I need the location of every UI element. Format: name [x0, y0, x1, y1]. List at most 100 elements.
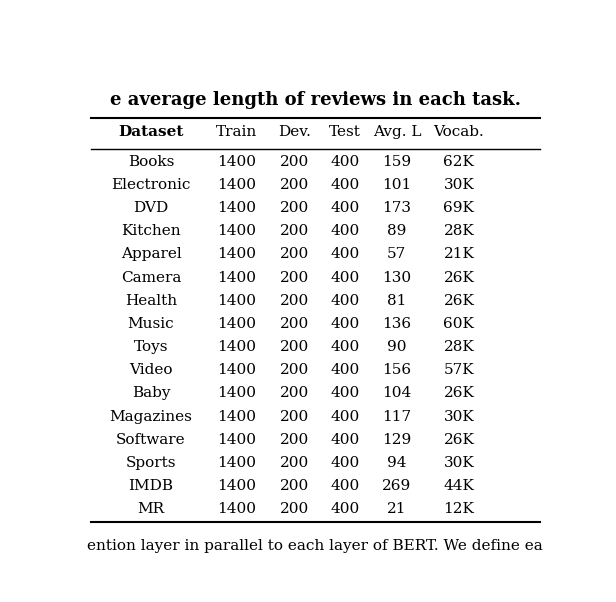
Text: 200: 200 [280, 155, 309, 169]
Text: 101: 101 [383, 178, 411, 192]
Text: 156: 156 [383, 363, 411, 377]
Text: 200: 200 [280, 386, 309, 400]
Text: 1400: 1400 [217, 502, 256, 517]
Text: 130: 130 [383, 270, 411, 285]
Text: IMDB: IMDB [129, 479, 174, 493]
Text: 90: 90 [387, 340, 407, 354]
Text: Software: Software [116, 433, 186, 447]
Text: 400: 400 [331, 386, 360, 400]
Text: Kitchen: Kitchen [121, 224, 181, 238]
Text: 62K: 62K [444, 155, 474, 169]
Text: 28K: 28K [444, 224, 474, 238]
Text: Vocab.: Vocab. [434, 125, 484, 139]
Text: 26K: 26K [444, 433, 474, 447]
Text: Video: Video [129, 363, 172, 377]
Text: 1400: 1400 [217, 433, 256, 447]
Text: 12K: 12K [444, 502, 474, 517]
Text: 1400: 1400 [217, 178, 256, 192]
Text: 26K: 26K [444, 270, 474, 285]
Text: 200: 200 [280, 456, 309, 470]
Text: 200: 200 [280, 247, 309, 261]
Text: 400: 400 [331, 317, 360, 331]
Text: 400: 400 [331, 456, 360, 470]
Text: 60K: 60K [444, 317, 474, 331]
Text: 1400: 1400 [217, 201, 256, 215]
Text: 1400: 1400 [217, 386, 256, 400]
Text: DVD: DVD [134, 201, 169, 215]
Text: 89: 89 [387, 224, 407, 238]
Text: 200: 200 [280, 363, 309, 377]
Text: 400: 400 [331, 247, 360, 261]
Text: 26K: 26K [444, 294, 474, 308]
Text: 200: 200 [280, 201, 309, 215]
Text: 400: 400 [331, 201, 360, 215]
Text: 30K: 30K [444, 456, 474, 470]
Text: 117: 117 [383, 409, 411, 424]
Text: 200: 200 [280, 270, 309, 285]
Text: MR: MR [137, 502, 164, 517]
Text: 104: 104 [383, 386, 411, 400]
Text: 1400: 1400 [217, 363, 256, 377]
Text: Sports: Sports [126, 456, 176, 470]
Text: e average length of reviews in each task.: e average length of reviews in each task… [110, 91, 521, 109]
Text: 269: 269 [383, 479, 411, 493]
Text: Books: Books [128, 155, 174, 169]
Text: 400: 400 [331, 433, 360, 447]
Text: 1400: 1400 [217, 224, 256, 238]
Text: 400: 400 [331, 409, 360, 424]
Text: Dataset: Dataset [118, 125, 184, 139]
Text: 400: 400 [331, 294, 360, 308]
Text: 200: 200 [280, 479, 309, 493]
Text: 129: 129 [383, 433, 411, 447]
Text: 200: 200 [280, 317, 309, 331]
Text: 69K: 69K [444, 201, 474, 215]
Text: 200: 200 [280, 433, 309, 447]
Text: 200: 200 [280, 409, 309, 424]
Text: 44K: 44K [444, 479, 474, 493]
Text: Electronic: Electronic [111, 178, 191, 192]
Text: 21K: 21K [444, 247, 474, 261]
Text: 1400: 1400 [217, 409, 256, 424]
Text: 28K: 28K [444, 340, 474, 354]
Text: 200: 200 [280, 224, 309, 238]
Text: Toys: Toys [134, 340, 168, 354]
Text: 21: 21 [387, 502, 407, 517]
Text: 400: 400 [331, 502, 360, 517]
Text: Baby: Baby [132, 386, 170, 400]
Text: Magazines: Magazines [110, 409, 192, 424]
Text: Camera: Camera [121, 270, 181, 285]
Text: Music: Music [128, 317, 174, 331]
Text: Health: Health [125, 294, 177, 308]
Text: 400: 400 [331, 340, 360, 354]
Text: 1400: 1400 [217, 317, 256, 331]
Text: 200: 200 [280, 294, 309, 308]
Text: 81: 81 [387, 294, 407, 308]
Text: 400: 400 [331, 270, 360, 285]
Text: 30K: 30K [444, 409, 474, 424]
Text: 26K: 26K [444, 386, 474, 400]
Text: 200: 200 [280, 502, 309, 517]
Text: 1400: 1400 [217, 456, 256, 470]
Text: 1400: 1400 [217, 340, 256, 354]
Text: 400: 400 [331, 479, 360, 493]
Text: 400: 400 [331, 224, 360, 238]
Text: 1400: 1400 [217, 155, 256, 169]
Text: Avg. L: Avg. L [373, 125, 421, 139]
Text: 1400: 1400 [217, 270, 256, 285]
Text: 400: 400 [331, 363, 360, 377]
Text: 1400: 1400 [217, 294, 256, 308]
Text: 57: 57 [387, 247, 407, 261]
Text: Train: Train [216, 125, 257, 139]
Text: 173: 173 [383, 201, 411, 215]
Text: 1400: 1400 [217, 247, 256, 261]
Text: 200: 200 [280, 178, 309, 192]
Text: 1400: 1400 [217, 479, 256, 493]
Text: 57K: 57K [444, 363, 474, 377]
Text: 94: 94 [387, 456, 407, 470]
Text: 30K: 30K [444, 178, 474, 192]
Text: 400: 400 [331, 155, 360, 169]
Text: ention layer in parallel to each layer of BERT. We define ea: ention layer in parallel to each layer o… [86, 539, 542, 553]
Text: 400: 400 [331, 178, 360, 192]
Text: Test: Test [330, 125, 361, 139]
Text: Apparel: Apparel [121, 247, 181, 261]
